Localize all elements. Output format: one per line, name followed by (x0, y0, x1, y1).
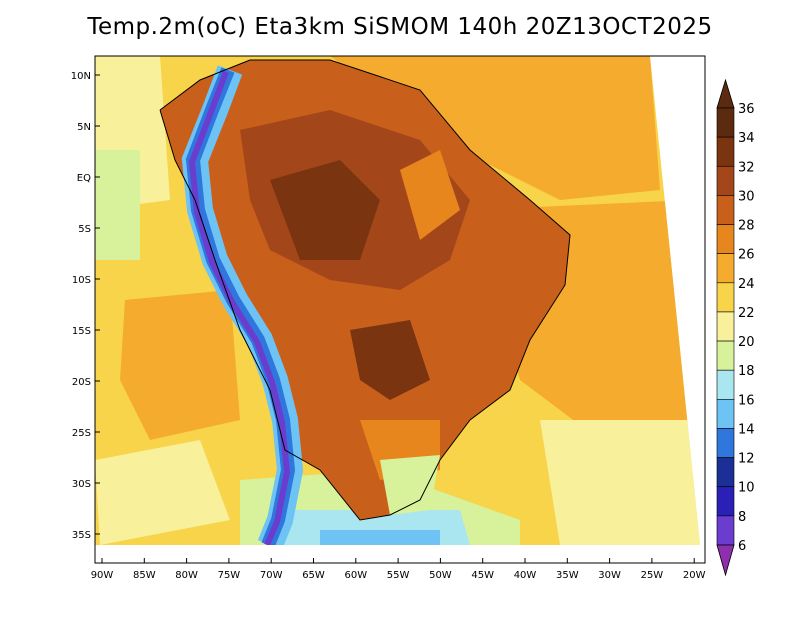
colorbar-segment (716, 486, 735, 517)
y-tick-label: 10S (72, 275, 91, 286)
colorbar-segment (716, 515, 735, 546)
colorbar-label: 16 (738, 393, 755, 408)
x-tick-label: 65W (302, 570, 325, 581)
colorbar-segment (716, 253, 735, 284)
colorbar-segment (716, 136, 735, 167)
temperature-field (95, 56, 700, 545)
colorbar-segment (716, 340, 735, 371)
colorbar-label: 8 (738, 510, 746, 525)
colorbar-label: 32 (738, 160, 755, 175)
x-tick-label: 80W (175, 570, 198, 581)
colorbar: 36 34 32 30 28 26 24 22 20 18 16 14 12 10 8 6 (716, 78, 755, 577)
colorbar-segment (716, 369, 735, 400)
coastline (159, 59, 571, 521)
colorbar-label: 20 (738, 335, 755, 350)
y-tick-label: 15S (72, 326, 91, 337)
y-tick-label: 10N (71, 71, 91, 82)
y-tick-label: 25S (72, 428, 91, 439)
x-tick-label: 20W (683, 570, 706, 581)
y-tick-label: 35S (72, 530, 91, 541)
colorbar-label: 10 (738, 481, 755, 496)
colorbar-segment (716, 311, 735, 342)
x-axis: 90W 85W 80W 75W 70W 65W 60W 55W 50W 45W 40W 35W 30W 2… (91, 558, 706, 581)
colorbar-label: 26 (738, 248, 755, 263)
colorbar-segment (716, 457, 735, 488)
colorbar-label: 22 (738, 306, 755, 321)
y-tick-label: 20S (72, 377, 91, 388)
y-tick-label: EQ (77, 173, 91, 184)
x-tick-label: 85W (133, 570, 156, 581)
x-tick-label: 45W (471, 570, 494, 581)
colorbar-segment (716, 428, 735, 458)
axes-box (94, 55, 706, 564)
colorbar-bottom-arrow (716, 544, 735, 577)
x-tick-label: 55W (387, 570, 410, 581)
colorbar-segment (716, 107, 735, 138)
x-tick-label: 25W (641, 570, 664, 581)
x-tick-label: 30W (598, 570, 621, 581)
colorbar-label: 28 (738, 219, 755, 234)
colorbar-label: 12 (738, 452, 755, 467)
x-tick-label: 75W (218, 570, 241, 581)
x-tick-label: 90W (91, 570, 114, 581)
x-tick-label: 50W (429, 570, 452, 581)
colorbar-label: 36 (738, 102, 755, 117)
colorbar-label: 6 (738, 539, 746, 554)
map-title: Temp.2m(oC) Eta3km SiSMOM 140h 20Z13OCT2… (87, 14, 713, 40)
colorbar-label: 24 (738, 277, 755, 292)
x-tick-label: 40W (514, 570, 537, 581)
y-axis: 10N 5N EQ 5S 10S 15S 20S 25S 30S 35S (71, 71, 100, 541)
x-tick-label: 70W (260, 570, 283, 581)
colorbar-label: 14 (738, 422, 755, 437)
colorbar-label: 18 (738, 364, 755, 379)
x-tick-label: 35W (556, 570, 579, 581)
y-tick-label: 5N (77, 122, 91, 133)
colorbar-segment (716, 165, 735, 196)
colorbar-label: 30 (738, 189, 755, 204)
colorbar-top-arrow (716, 78, 735, 109)
y-tick-label: 5S (78, 224, 91, 235)
colorbar-segment (716, 195, 735, 225)
colorbar-segment (716, 224, 735, 254)
colorbar-label: 34 (738, 131, 755, 146)
y-tick-label: 30S (72, 479, 91, 490)
colorbar-segment (716, 282, 735, 313)
colorbar-segment (716, 399, 735, 429)
x-tick-label: 60W (344, 570, 367, 581)
